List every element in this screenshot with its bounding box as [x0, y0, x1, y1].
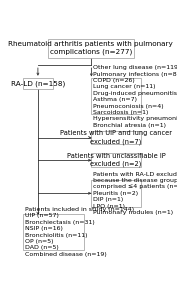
Text: Other lung disease (n=119)
Pulmonary infections (n=81)
COPD (n=26)
Lung cancer (: Other lung disease (n=119) Pulmonary inf…	[93, 65, 177, 128]
FancyBboxPatch shape	[47, 39, 134, 58]
Text: Patients included in study (n=144)
UIP (n=57)
Bronchiectasis (n=31)
NSIP (n=16)
: Patients included in study (n=144) UIP (…	[25, 207, 135, 257]
FancyBboxPatch shape	[91, 153, 141, 167]
Text: Patients with RA-LD excluded
because the disease group
comprised ≤4 patients (n=: Patients with RA-LD excluded because the…	[93, 172, 177, 215]
Text: Patients with unclassifiable IP
excluded (n=2): Patients with unclassifiable IP excluded…	[67, 153, 165, 167]
FancyBboxPatch shape	[91, 179, 141, 207]
Text: Patients with UIP and lung cancer
excluded (n=7): Patients with UIP and lung cancer exclud…	[60, 130, 172, 145]
FancyBboxPatch shape	[91, 78, 141, 114]
FancyBboxPatch shape	[23, 214, 84, 250]
Text: RA-LD (n=158): RA-LD (n=158)	[11, 80, 65, 87]
FancyBboxPatch shape	[91, 131, 141, 144]
FancyBboxPatch shape	[23, 78, 53, 89]
Text: Rheumatoid arthritis patients with pulmonary
complications (n=277): Rheumatoid arthritis patients with pulmo…	[8, 41, 173, 55]
